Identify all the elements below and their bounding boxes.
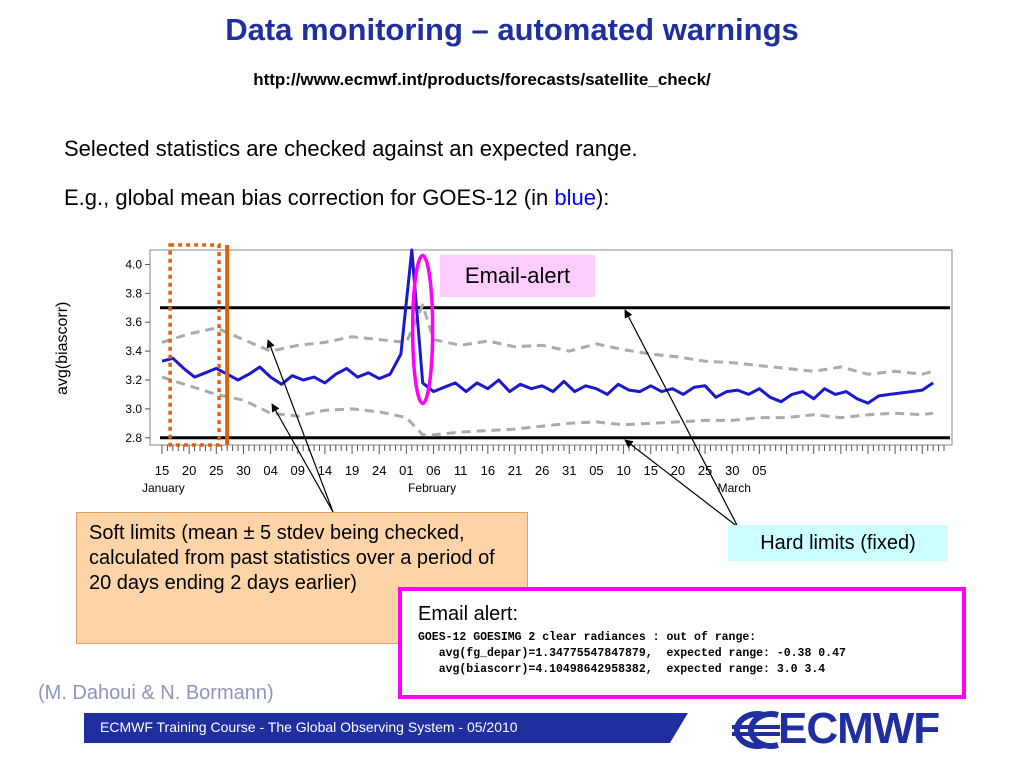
plot-frame: [149, 249, 953, 446]
bullet-2-prefix: E.g., global mean bias correction for GO…: [64, 185, 555, 210]
x-tick-label: 06: [426, 463, 440, 478]
email-alert-box: Email alert: GOES-12 GOESIMG 2 clear rad…: [398, 587, 966, 699]
email-alert-line-3: avg(biascorr)=4.10498642958382, expected…: [418, 663, 826, 676]
y-tick-label: 3.0: [125, 402, 142, 416]
annotation-arrow: [624, 439, 739, 528]
y-tick-label: 3.8: [125, 286, 142, 300]
training-period-box: [168, 243, 221, 447]
x-tick-label: 05: [589, 463, 603, 478]
y-tick-label: 3.6: [125, 315, 142, 329]
spike-highlight-ellipse: [410, 253, 435, 406]
ecmwf-logo-icon: [732, 711, 780, 749]
x-tick-label: 11: [454, 463, 468, 478]
x-tick-label: 25: [698, 463, 712, 478]
annotation-arrow: [266, 339, 334, 513]
x-tick-label: 15: [155, 463, 169, 478]
x-tick-label: 20: [182, 463, 196, 478]
email-alert-line-2: avg(fg_depar)=1.34775547847879, expected…: [418, 647, 846, 660]
ecmwf-logo-text: ECMWF: [778, 704, 940, 753]
bullet-text-1: Selected statistics are checked against …: [64, 136, 638, 161]
x-tick-label: 10: [616, 463, 630, 478]
annotation-arrow: [624, 309, 739, 528]
bullet-2-suffix: ):: [595, 185, 610, 210]
x-tick-label: 04: [263, 463, 277, 478]
x-tick-label: 24: [372, 463, 386, 478]
slide-title: Data monitoring – automated warnings: [225, 12, 799, 47]
bullet-text-2: E.g., global mean bias correction for GO…: [64, 185, 609, 211]
soft-limit-lower-series: [161, 375, 934, 437]
y-tick-label: 3.2: [125, 373, 142, 387]
y-tick-label: 4.0: [125, 257, 142, 271]
y-tick-label: 2.8: [125, 431, 142, 445]
annotation-arrow: [271, 403, 334, 513]
x-tick-label: 14: [318, 463, 332, 478]
x-tick-label: 26: [535, 463, 549, 478]
chart-layer: 2.8 3.0 3.2 3.4 3.6 3.8 4.0 15 20 25 30 04 09 14 19 24 0…: [125, 243, 953, 528]
x-tick-label: 15: [644, 463, 658, 478]
hard-limits-note: Hard limits (fixed): [728, 525, 948, 561]
x-tick-label: 05: [752, 463, 766, 478]
x-tick-label: 09: [291, 463, 305, 478]
url-link[interactable]: http://www.ecmwf.int/products/forecasts/…: [253, 70, 711, 89]
footer-bar: [84, 713, 688, 743]
footer-text: ECMWF Training Course - The Global Obser…: [100, 719, 518, 735]
x-tick-label: 31: [562, 463, 576, 478]
x-tick-label: 21: [508, 463, 522, 478]
author-credit: (M. Dahoui & N. Bormann): [38, 682, 274, 704]
email-alert-line-1: GOES-12 GOESIMG 2 clear radiances : out …: [418, 631, 757, 644]
x-tick-label: 30: [725, 463, 739, 478]
month-label: January: [142, 481, 185, 495]
x-tick-label: 19: [345, 463, 359, 478]
x-tick-label: 25: [209, 463, 223, 478]
bullet-2-blue-word: blue: [554, 185, 596, 210]
soft-limit-upper-series: [161, 303, 934, 376]
bias-correction-series: [161, 248, 934, 405]
y-tick-label: 3.4: [125, 344, 142, 358]
email-alert-title: Email alert:: [418, 603, 519, 625]
x-tick-label: 01: [399, 463, 413, 478]
month-label: March: [718, 481, 751, 495]
x-tick-label: 30: [236, 463, 250, 478]
month-label: February: [408, 481, 456, 495]
x-tick-label: 20: [671, 463, 685, 478]
x-tick-label: 16: [481, 463, 495, 478]
email-alert-tag: Email-alert: [440, 255, 595, 297]
